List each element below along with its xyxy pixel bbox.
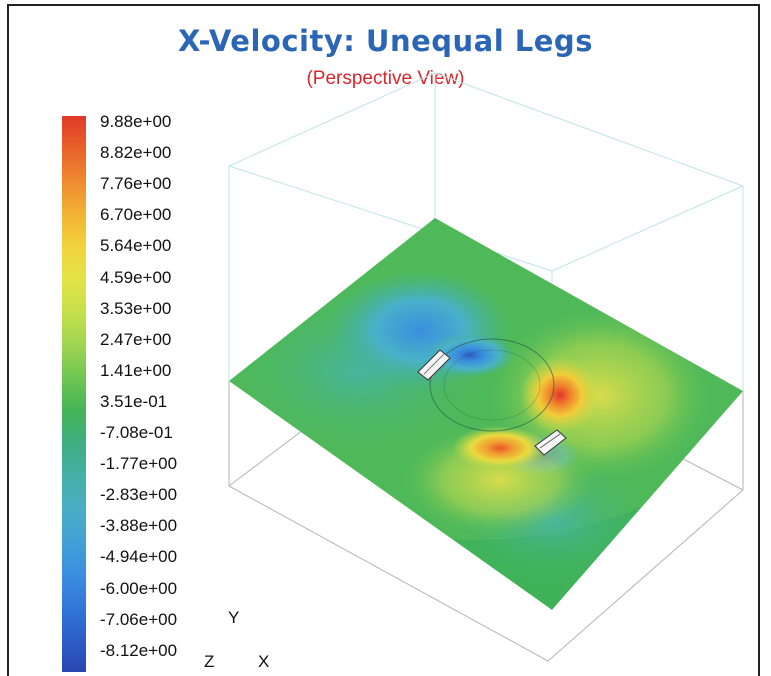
- colorbar-label: -6.00e+00: [100, 578, 178, 598]
- colorbar-label: 3.51e-01: [100, 391, 168, 411]
- axis-z-label: Z: [204, 652, 215, 671]
- leg-right: [534, 429, 567, 456]
- figure-subtitle: (Perspective View): [306, 68, 465, 89]
- colorbar-label: 5.64e+00: [100, 236, 172, 256]
- colorbar-label: -3.88e+00: [100, 516, 178, 536]
- figure-title: X-Velocity: Unequal Legs: [178, 24, 593, 58]
- colorbar-label: 2.47e+00: [100, 329, 172, 349]
- colorbar-label: -8.12e+00: [100, 640, 178, 660]
- colorbar-label: -2.83e+00: [100, 485, 178, 505]
- colorbar: [62, 116, 86, 672]
- x-velocity-contour-plane: [229, 218, 743, 610]
- colorbar-label: -4.94e+00: [100, 547, 178, 567]
- colorbar-label: 3.53e+00: [100, 298, 172, 318]
- colorbar-label: -1.77e+00: [100, 454, 178, 474]
- colorbar-label: 6.70e+00: [100, 205, 172, 225]
- axis-y-label: Y: [228, 608, 240, 627]
- colorbar-label: -7.06e+00: [100, 609, 178, 629]
- colorbar-label: 9.88e+00: [100, 112, 172, 131]
- colorbar-label: 8.82e+00: [100, 143, 172, 163]
- colorbar-label: -7.08e-01: [100, 423, 173, 442]
- colorbar-label: 7.76e+00: [100, 174, 172, 194]
- axis-x-label: X: [258, 652, 270, 671]
- leg-left: [417, 349, 451, 381]
- colorbar-label: 4.59e+00: [100, 267, 172, 287]
- colorbar-label: 1.41e+00: [100, 360, 172, 380]
